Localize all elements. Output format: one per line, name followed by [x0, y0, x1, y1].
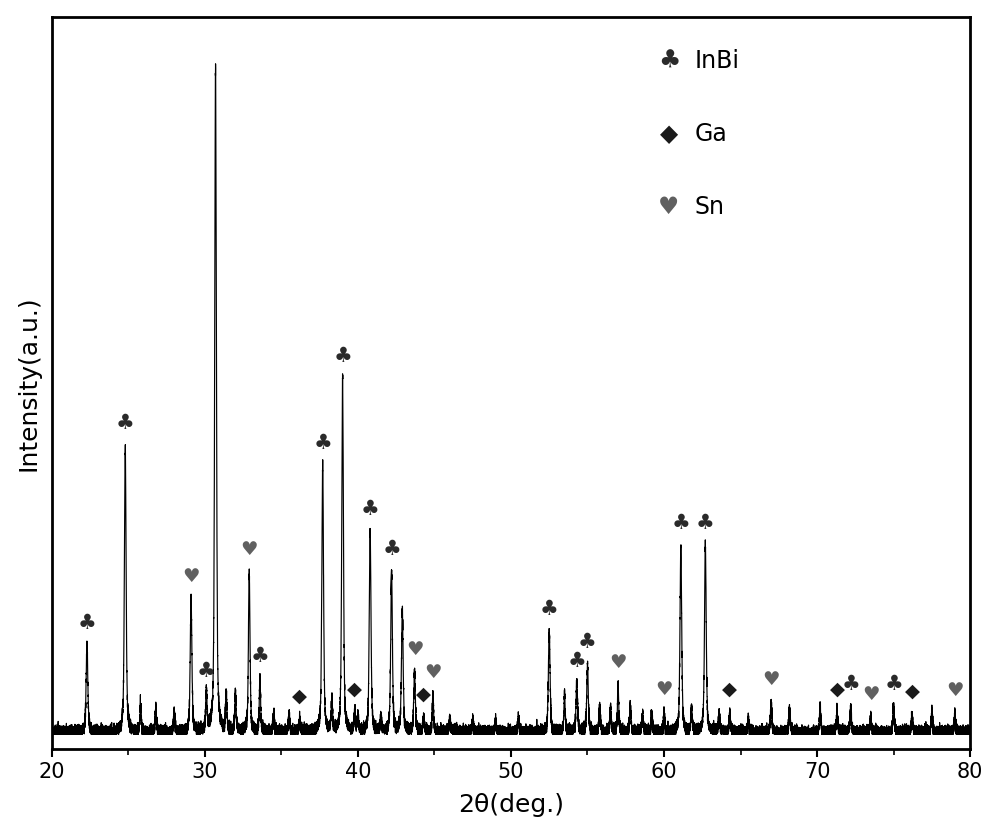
- Y-axis label: Intensity(a.u.): Intensity(a.u.): [17, 295, 41, 470]
- Text: Sn: Sn: [695, 195, 725, 219]
- Text: ♣: ♣: [578, 632, 597, 652]
- Text: ♥: ♥: [762, 670, 780, 689]
- Text: ♣: ♣: [197, 661, 216, 681]
- Text: ♣: ♣: [116, 413, 135, 433]
- Text: ♥: ♥: [655, 680, 673, 699]
- Text: ♣: ♣: [382, 540, 401, 560]
- Text: ♣: ♣: [567, 651, 586, 671]
- Text: ♣: ♣: [540, 599, 559, 619]
- Text: ♥: ♥: [182, 567, 200, 586]
- Text: ♥: ♥: [658, 195, 679, 219]
- Text: ◆: ◆: [292, 686, 307, 706]
- Text: ◆: ◆: [416, 685, 431, 704]
- Text: ♥: ♥: [946, 681, 964, 701]
- Text: ♣: ♣: [696, 513, 715, 533]
- Text: ♥: ♥: [240, 540, 258, 560]
- Text: ♥: ♥: [406, 641, 423, 659]
- Text: ♣: ♣: [78, 612, 96, 632]
- Text: ♥: ♥: [424, 664, 442, 682]
- Text: Ga: Ga: [695, 122, 727, 146]
- Text: ♣: ♣: [671, 513, 690, 533]
- Text: ♣: ♣: [313, 433, 332, 453]
- Text: ♣: ♣: [251, 646, 269, 666]
- Text: ♣: ♣: [841, 674, 860, 694]
- Text: ◆: ◆: [904, 681, 919, 701]
- Text: ◆: ◆: [347, 680, 362, 699]
- X-axis label: 2θ(deg.): 2θ(deg.): [458, 793, 564, 817]
- Text: ♣: ♣: [658, 48, 680, 73]
- Text: ♥: ♥: [862, 686, 879, 705]
- Text: ◆: ◆: [722, 680, 737, 699]
- Text: ♥: ♥: [609, 654, 627, 672]
- Text: ♣: ♣: [884, 674, 903, 694]
- Text: InBi: InBi: [695, 48, 740, 73]
- Text: ◆: ◆: [829, 680, 844, 699]
- Text: ◆: ◆: [660, 122, 678, 146]
- Text: ♣: ♣: [361, 500, 380, 520]
- Text: ♣: ♣: [333, 346, 352, 366]
